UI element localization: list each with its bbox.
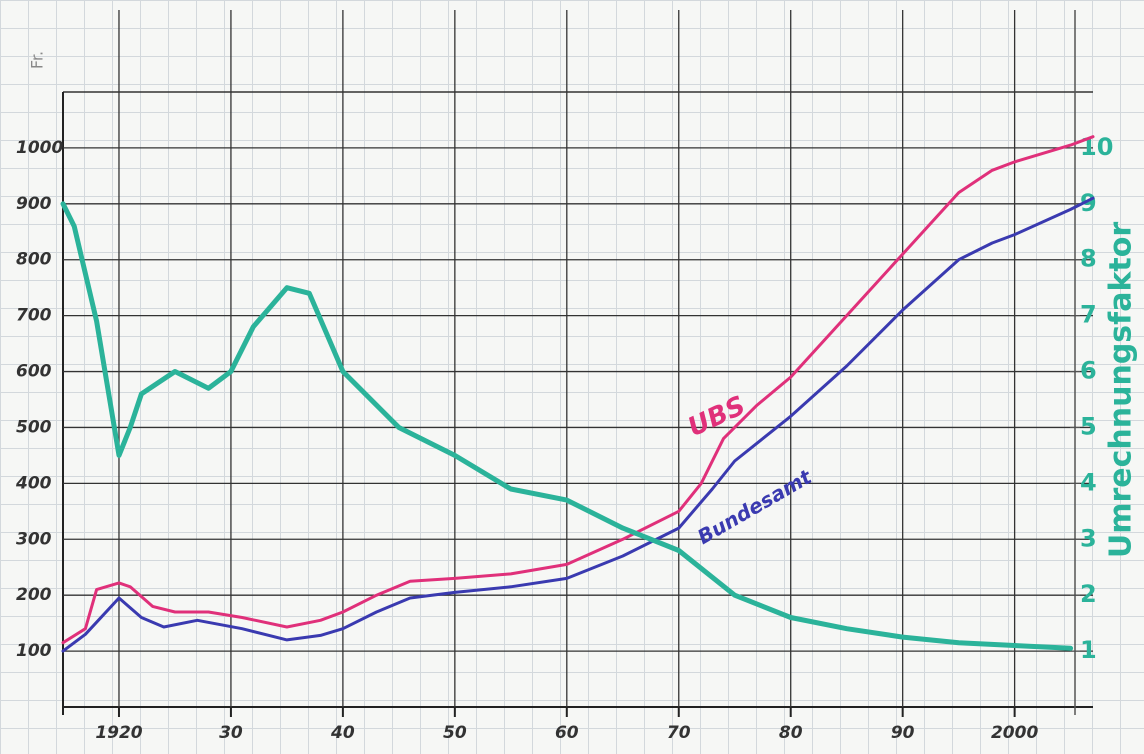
y2-tick-label: 5: [1080, 412, 1097, 440]
y-tick-label: 800: [16, 250, 52, 270]
x-tick-label: 2000: [991, 723, 1038, 743]
series-label: UBS: [683, 391, 750, 443]
y2-tick-label: 1: [1080, 636, 1097, 664]
y2-tick-label: 9: [1080, 189, 1097, 217]
x-tick-label: 30: [219, 723, 243, 743]
x-tick-label: 50: [443, 723, 467, 743]
y2-tick-label: 2: [1080, 580, 1097, 608]
x-tick-label: 80: [779, 723, 803, 743]
y-tick-label: 1000: [16, 138, 63, 158]
y-tick-label: 500: [16, 417, 52, 437]
y-tick-label: 200: [16, 585, 52, 605]
y2-tick-label: 6: [1080, 357, 1097, 385]
y-tick-label: 400: [15, 473, 52, 493]
y-axis-label: Fr.: [28, 51, 47, 69]
x-tick-label: 40: [330, 723, 355, 743]
y2-tick-label: 4: [1080, 468, 1097, 496]
y2-tick-label: 10: [1080, 133, 1113, 161]
line-series: [61, 196, 1095, 653]
y-tick-label: 100: [16, 641, 52, 661]
y2-axis-label: Umrechnungsfaktor: [1104, 222, 1139, 559]
line-series: [60, 201, 1074, 651]
x-tick-label: 1920: [95, 723, 142, 743]
y-tick-label: 600: [16, 362, 52, 382]
y2-tick-label: 8: [1080, 245, 1097, 273]
y2-tick-label: 7: [1080, 301, 1097, 329]
x-tick-label: 60: [555, 723, 579, 743]
y-tick-label: 300: [16, 529, 52, 549]
line-series: [61, 135, 1095, 645]
x-tick-label: 70: [667, 723, 691, 743]
y2-tick-label: 3: [1080, 524, 1097, 552]
y-tick-label: 700: [16, 306, 52, 326]
x-tick-label: 90: [891, 723, 915, 743]
y-tick-label: 900: [16, 194, 52, 214]
series-label: Bundesamt: [693, 464, 817, 549]
